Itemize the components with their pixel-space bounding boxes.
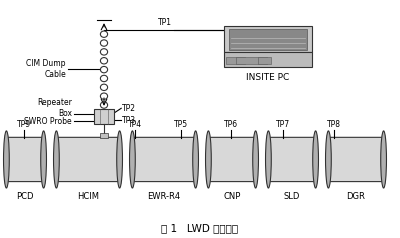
- FancyBboxPatch shape: [224, 26, 312, 53]
- Ellipse shape: [206, 131, 211, 188]
- Bar: [236, 57, 267, 64]
- Text: CNP: CNP: [223, 192, 241, 201]
- FancyBboxPatch shape: [267, 137, 317, 182]
- Text: Repeater
Box: Repeater Box: [37, 98, 72, 118]
- Bar: [258, 57, 271, 64]
- FancyBboxPatch shape: [131, 137, 197, 182]
- Bar: [229, 29, 307, 50]
- Ellipse shape: [313, 131, 318, 188]
- FancyBboxPatch shape: [55, 137, 121, 182]
- Text: 图 1   LWD 系统结构: 图 1 LWD 系统结构: [162, 223, 238, 233]
- Bar: [224, 53, 312, 67]
- Ellipse shape: [326, 131, 331, 188]
- Ellipse shape: [130, 131, 135, 188]
- Text: TP5: TP5: [174, 120, 188, 129]
- Ellipse shape: [117, 131, 122, 188]
- Text: TP9: TP9: [17, 120, 31, 129]
- Text: TP2: TP2: [122, 104, 136, 113]
- Ellipse shape: [266, 131, 271, 188]
- Ellipse shape: [54, 131, 59, 188]
- FancyBboxPatch shape: [327, 137, 385, 182]
- Ellipse shape: [253, 131, 258, 188]
- Text: TP8: TP8: [327, 120, 341, 129]
- Text: TP7: TP7: [276, 120, 290, 129]
- Text: TP6: TP6: [224, 120, 238, 129]
- Text: SLD: SLD: [284, 192, 300, 201]
- Text: DGR: DGR: [346, 192, 366, 201]
- Text: TP4: TP4: [128, 120, 142, 129]
- Bar: [100, 133, 108, 138]
- Bar: [226, 57, 245, 64]
- Ellipse shape: [381, 131, 386, 188]
- Ellipse shape: [4, 131, 9, 188]
- Text: PCD: PCD: [16, 192, 34, 201]
- Text: SWRO Probe: SWRO Probe: [24, 117, 72, 126]
- Text: EWR-R4: EWR-R4: [148, 192, 180, 201]
- Bar: [94, 109, 114, 124]
- FancyBboxPatch shape: [5, 137, 45, 182]
- Text: HCIM: HCIM: [77, 192, 99, 201]
- Ellipse shape: [193, 131, 198, 188]
- Text: INSITE PC: INSITE PC: [246, 73, 290, 82]
- Text: TP3: TP3: [122, 116, 136, 125]
- Ellipse shape: [41, 131, 46, 188]
- Text: CIM Dump
Cable: CIM Dump Cable: [26, 59, 66, 79]
- FancyBboxPatch shape: [207, 137, 257, 182]
- Text: TP1: TP1: [158, 18, 172, 27]
